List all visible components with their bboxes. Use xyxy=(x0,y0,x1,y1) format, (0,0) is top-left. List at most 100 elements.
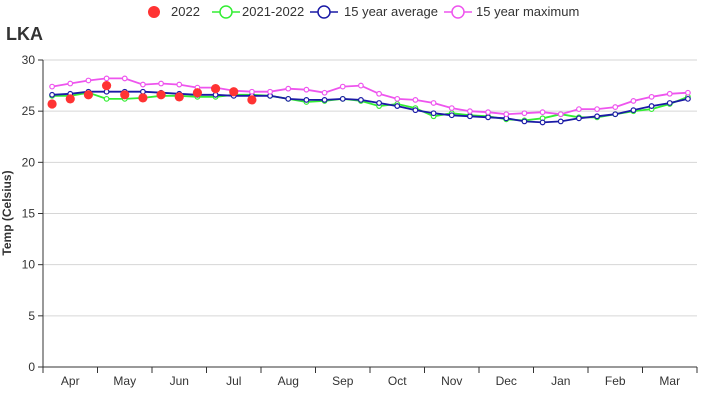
point-15-year-average-27[interactable] xyxy=(539,119,546,126)
x-tick-label-jun: Jun xyxy=(170,374,189,388)
point-15-year-maximum-1[interactable] xyxy=(67,80,74,87)
x-tick-label-jul: Jul xyxy=(226,374,241,388)
point-15-year-average-31[interactable] xyxy=(612,111,619,118)
point-2022-0[interactable] xyxy=(47,99,57,109)
chart-title: LKA xyxy=(6,24,43,44)
legend-marker-15-year-average xyxy=(317,5,331,19)
x-tick-label-oct: Oct xyxy=(388,374,407,388)
point-15-year-maximum-17[interactable] xyxy=(358,82,364,89)
point-15-year-average-17[interactable] xyxy=(358,97,364,103)
y-tick-label-20: 20 xyxy=(22,155,36,169)
point-15-year-maximum-26[interactable] xyxy=(521,110,528,117)
point-15-year-maximum-19[interactable] xyxy=(394,95,401,102)
point-15-year-average-32[interactable] xyxy=(630,107,637,114)
point-15-year-average-26[interactable] xyxy=(521,118,528,125)
point-15-year-maximum-25[interactable] xyxy=(503,111,510,118)
point-15-year-maximum-2[interactable] xyxy=(85,77,92,84)
point-15-year-maximum-28[interactable] xyxy=(557,111,564,118)
point-15-year-maximum-35[interactable] xyxy=(685,89,691,96)
y-tick-label-15: 15 xyxy=(22,207,36,221)
legend-label-2021-2022: 2021-2022 xyxy=(242,4,304,19)
point-15-year-average-22[interactable] xyxy=(448,112,455,119)
y-axis-ticks: 0 5 10 15 20 25 30 xyxy=(22,53,44,374)
y-tick-label-0: 0 xyxy=(28,360,35,374)
point-15-year-average-14[interactable] xyxy=(303,97,310,103)
legend-item-15-year-average[interactable]: 15 year average xyxy=(310,4,438,19)
x-tick-label-sep: Sep xyxy=(332,374,354,388)
legend-item-2022[interactable]: 2022 xyxy=(148,4,200,19)
point-15-year-maximum-27[interactable] xyxy=(539,109,546,116)
point-15-year-average-15[interactable] xyxy=(321,97,328,103)
point-15-year-maximum-13[interactable] xyxy=(285,85,292,92)
point-15-year-average-19[interactable] xyxy=(394,103,401,109)
point-15-year-maximum-20[interactable] xyxy=(412,97,419,103)
y-tick-label-10: 10 xyxy=(22,258,36,272)
point-15-year-average-13[interactable] xyxy=(285,95,292,102)
legend-item-2021-2022[interactable]: 2021-2022 xyxy=(212,4,304,19)
point-15-year-maximum-21[interactable] xyxy=(430,100,437,106)
point-15-year-maximum-4[interactable] xyxy=(121,75,128,82)
point-15-year-maximum-6[interactable] xyxy=(158,80,164,87)
point-15-year-average-23[interactable] xyxy=(467,113,473,120)
point-15-year-maximum-12[interactable] xyxy=(267,88,273,95)
point-15-year-maximum-32[interactable] xyxy=(630,98,637,104)
point-15-year-average-16[interactable] xyxy=(339,95,346,102)
point-2022-6[interactable] xyxy=(156,90,166,100)
point-2022-3[interactable] xyxy=(101,80,112,91)
point-2022-8[interactable] xyxy=(192,88,203,98)
legend-label-2022: 2022 xyxy=(171,4,200,19)
point-15-year-average-33[interactable] xyxy=(648,103,655,109)
point-15-year-maximum-18[interactable] xyxy=(376,90,382,97)
point-15-year-maximum-15[interactable] xyxy=(321,89,328,96)
x-tick-label-nov: Nov xyxy=(441,374,462,388)
point-2022-9[interactable] xyxy=(210,84,221,94)
point-2022-2[interactable] xyxy=(83,90,94,100)
x-tick-label-apr: Apr xyxy=(61,374,80,388)
y-tick-label-30: 30 xyxy=(22,53,36,67)
point-15-year-maximum-34[interactable] xyxy=(666,90,673,97)
point-15-year-maximum-29[interactable] xyxy=(576,106,582,113)
point-15-year-maximum-23[interactable] xyxy=(467,108,473,115)
point-15-year-maximum-22[interactable] xyxy=(448,105,455,111)
point-15-year-average-30[interactable] xyxy=(594,113,600,120)
series-layer xyxy=(47,75,691,126)
series-line-15-year-maximum xyxy=(51,77,688,116)
point-2022-11[interactable] xyxy=(247,95,257,105)
point-15-year-average-34[interactable] xyxy=(666,100,673,106)
point-2022-10[interactable] xyxy=(229,87,239,97)
legend-item-15-year-maximum[interactable]: 15 year maximum xyxy=(444,4,579,19)
point-15-year-average-21[interactable] xyxy=(430,110,437,117)
point-15-year-maximum-11[interactable] xyxy=(249,88,255,95)
legend[interactable]: 2022 2021-2022 15 year average 15 year m… xyxy=(148,4,579,19)
point-2021-2022-3[interactable] xyxy=(103,95,110,102)
point-15-year-average-0[interactable] xyxy=(49,91,55,98)
x-tick-label-aug: Aug xyxy=(278,374,299,388)
point-2022-7[interactable] xyxy=(174,92,184,102)
point-15-year-maximum-5[interactable] xyxy=(140,81,146,88)
point-15-year-maximum-31[interactable] xyxy=(612,104,619,110)
point-15-year-average-18[interactable] xyxy=(376,100,382,106)
series-2022 xyxy=(47,80,257,109)
point-15-year-maximum-3[interactable] xyxy=(103,75,110,82)
point-15-year-maximum-33[interactable] xyxy=(648,93,655,100)
point-2022-4[interactable] xyxy=(120,90,130,100)
point-15-year-average-28[interactable] xyxy=(557,118,564,125)
legend-marker-2021-2022 xyxy=(219,5,233,19)
x-tick-label-dec: Dec xyxy=(496,374,517,388)
point-15-year-average-29[interactable] xyxy=(576,115,582,122)
point-15-year-maximum-24[interactable] xyxy=(485,109,491,116)
point-15-year-maximum-0[interactable] xyxy=(49,83,55,90)
point-15-year-average-35[interactable] xyxy=(685,95,691,102)
point-2022-1[interactable] xyxy=(65,94,75,104)
point-15-year-maximum-14[interactable] xyxy=(303,86,310,93)
point-15-year-maximum-16[interactable] xyxy=(339,83,346,90)
point-15-year-average-20[interactable] xyxy=(412,107,419,114)
point-15-year-average-24[interactable] xyxy=(485,114,491,121)
legend-marker-15-year-maximum xyxy=(451,5,465,19)
point-15-year-maximum-30[interactable] xyxy=(594,106,600,113)
point-15-year-maximum-7[interactable] xyxy=(176,81,183,88)
y-axis-label: Temp (Celsius) xyxy=(0,170,14,255)
point-2022-5[interactable] xyxy=(138,93,148,103)
legend-label-15-year-maximum: 15 year maximum xyxy=(476,4,579,19)
y-tick-label-5: 5 xyxy=(28,309,35,323)
